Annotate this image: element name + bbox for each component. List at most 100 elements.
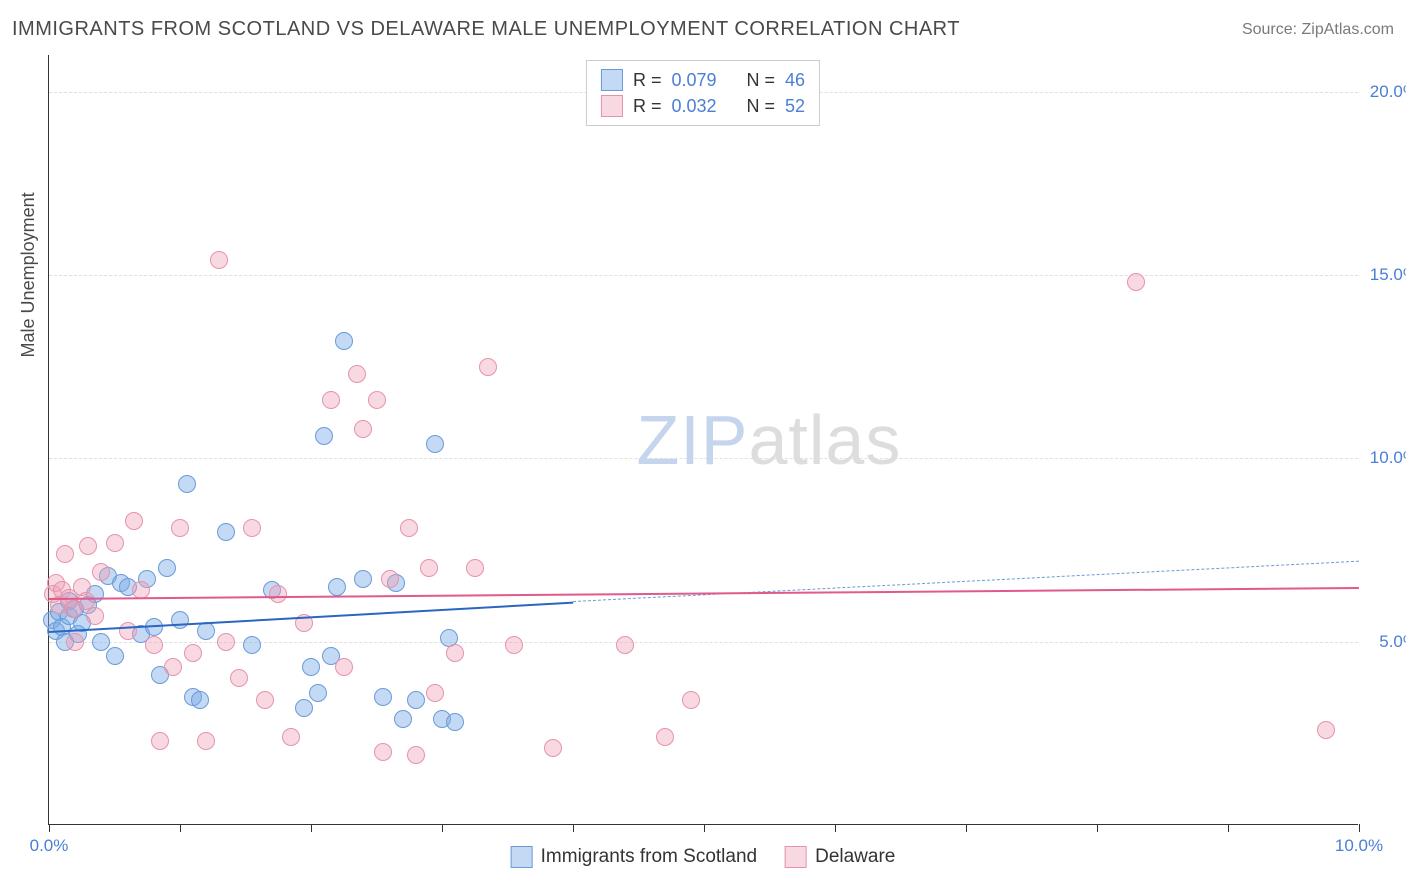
scatter-point-delaware [466, 559, 484, 577]
scatter-point-delaware [656, 728, 674, 746]
source-attribution: Source: ZipAtlas.com [1242, 21, 1394, 39]
watermark-atlas: atlas [748, 401, 901, 479]
scatter-point-delaware [479, 358, 497, 376]
x-tick [311, 824, 312, 832]
legend-item-scotland: Immigrants from Scotland [511, 846, 757, 868]
n-value: 46 [785, 70, 805, 91]
legend-swatch [601, 69, 623, 91]
scatter-point-scotland [309, 684, 327, 702]
x-tick [1097, 824, 1098, 832]
scatter-point-delaware [420, 559, 438, 577]
scatter-point-delaware [335, 658, 353, 676]
legend-item-delaware: Delaware [785, 846, 895, 868]
x-tick [442, 824, 443, 832]
scatter-point-scotland [92, 633, 110, 651]
scatter-point-delaware [243, 519, 261, 537]
trend-line [49, 587, 1359, 600]
r-value: 0.079 [671, 70, 716, 91]
scatter-point-scotland [426, 435, 444, 453]
scatter-point-delaware [374, 743, 392, 761]
scatter-point-delaware [426, 684, 444, 702]
scatter-point-delaware [1317, 721, 1335, 739]
y-tick-label: 15.0% [1370, 265, 1406, 285]
scatter-point-delaware [256, 691, 274, 709]
x-tick [704, 824, 705, 832]
scatter-point-delaware [446, 644, 464, 662]
scatter-point-delaware [79, 537, 97, 555]
scatter-point-scotland [328, 578, 346, 596]
scatter-point-delaware [145, 636, 163, 654]
scatter-point-scotland [178, 475, 196, 493]
legend-label: Immigrants from Scotland [541, 846, 757, 868]
scatter-point-delaware [407, 746, 425, 764]
scatter-point-scotland [243, 636, 261, 654]
scatter-point-delaware [210, 251, 228, 269]
legend-swatch [601, 95, 623, 117]
trend-line [573, 561, 1359, 602]
scatter-point-delaware [171, 519, 189, 537]
r-label: R = [633, 96, 662, 117]
x-tick-label: 10.0% [1335, 836, 1383, 856]
legend-swatch [511, 846, 533, 868]
scatter-point-delaware [151, 732, 169, 750]
scatter-point-delaware [269, 585, 287, 603]
scatter-point-delaware [119, 622, 137, 640]
x-tick [835, 824, 836, 832]
x-tick [573, 824, 574, 832]
x-tick [1228, 824, 1229, 832]
scatter-point-delaware [1127, 273, 1145, 291]
legend-row-scotland: R = 0.079 N = 46 [601, 67, 805, 93]
n-label: N = [747, 70, 776, 91]
scatter-point-scotland [407, 691, 425, 709]
scatter-point-scotland [315, 427, 333, 445]
scatter-point-scotland [354, 570, 372, 588]
x-tick [966, 824, 967, 832]
scatter-chart: ZIPatlas 5.0%10.0%15.0%20.0%0.0%10.0% [48, 55, 1358, 825]
watermark-zip: ZIP [637, 401, 749, 479]
scatter-point-delaware [86, 607, 104, 625]
scatter-point-delaware [381, 570, 399, 588]
scatter-point-delaware [164, 658, 182, 676]
gridline [49, 275, 1358, 276]
scatter-point-delaware [505, 636, 523, 654]
chart-title: IMMIGRANTS FROM SCOTLAND VS DELAWARE MAL… [12, 18, 960, 41]
scatter-point-scotland [394, 710, 412, 728]
scatter-point-scotland [374, 688, 392, 706]
y-axis-label: Male Unemployment [18, 192, 39, 357]
y-tick-label: 5.0% [1379, 632, 1406, 652]
scatter-point-scotland [158, 559, 176, 577]
scatter-point-delaware [56, 545, 74, 563]
legend-label: Delaware [815, 846, 895, 868]
scatter-point-scotland [446, 713, 464, 731]
scatter-point-scotland [106, 647, 124, 665]
scatter-point-delaware [400, 519, 418, 537]
watermark: ZIPatlas [637, 400, 902, 480]
scatter-point-delaware [616, 636, 634, 654]
scatter-point-delaware [322, 391, 340, 409]
chart-header: IMMIGRANTS FROM SCOTLAND VS DELAWARE MAL… [12, 18, 1394, 41]
x-tick [1359, 824, 1360, 832]
scatter-point-scotland [217, 523, 235, 541]
y-tick-label: 20.0% [1370, 82, 1406, 102]
series-legend: Immigrants from Scotland Delaware [503, 844, 904, 870]
gridline [49, 458, 1358, 459]
x-tick [49, 824, 50, 832]
n-label: N = [747, 96, 776, 117]
x-tick-label: 0.0% [30, 836, 69, 856]
legend-swatch [785, 846, 807, 868]
scatter-point-delaware [106, 534, 124, 552]
scatter-point-delaware [197, 732, 215, 750]
scatter-point-delaware [354, 420, 372, 438]
scatter-point-scotland [302, 658, 320, 676]
scatter-point-scotland [191, 691, 209, 709]
scatter-point-delaware [282, 728, 300, 746]
scatter-point-delaware [66, 633, 84, 651]
scatter-point-delaware [217, 633, 235, 651]
n-value: 52 [785, 96, 805, 117]
scatter-point-delaware [348, 365, 366, 383]
r-label: R = [633, 70, 662, 91]
scatter-point-delaware [544, 739, 562, 757]
scatter-point-delaware [92, 563, 110, 581]
scatter-point-scotland [335, 332, 353, 350]
legend-row-delaware: R =0.032N =52 [601, 93, 805, 119]
